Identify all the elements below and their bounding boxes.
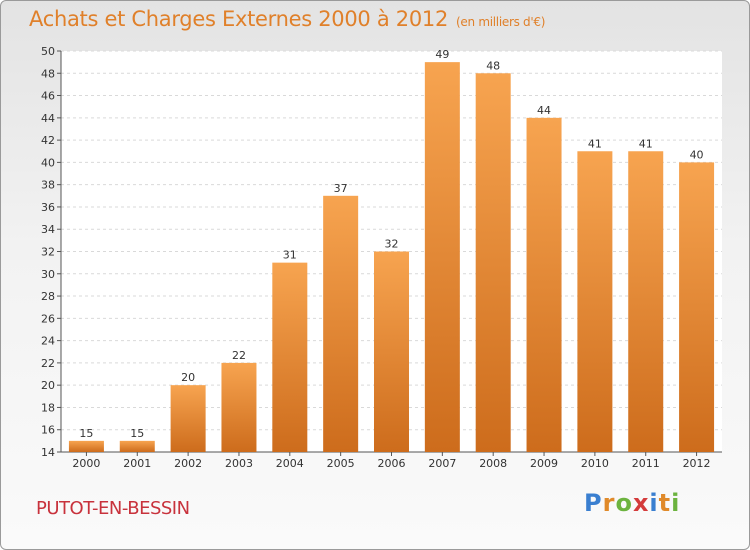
proxiti-logo: Proxiti (584, 489, 680, 517)
y-tick-label: 48 (41, 67, 55, 80)
y-tick-label: 32 (41, 246, 55, 259)
x-tick-label: 2011 (632, 457, 660, 470)
data-label: 15 (130, 427, 144, 440)
bar (68, 440, 104, 452)
bar (323, 195, 359, 453)
bar (221, 362, 257, 452)
y-tick-label: 46 (41, 90, 55, 103)
y-tick-label: 24 (41, 335, 55, 348)
bar (170, 385, 206, 452)
bar (119, 440, 155, 452)
chart-title-text: Achats et Charges Externes 2000 à 2012 (29, 7, 449, 31)
bar (526, 117, 562, 452)
y-tick-label: 44 (41, 112, 55, 125)
x-tick-label: 2006 (378, 457, 406, 470)
y-tick-label: 40 (41, 156, 55, 169)
x-tick-label: 2001 (123, 457, 151, 470)
data-label: 41 (588, 137, 602, 150)
data-label: 15 (79, 427, 93, 440)
data-label: 31 (283, 249, 297, 262)
logo-letter: x (632, 489, 650, 517)
x-tick-label: 2002 (174, 457, 202, 470)
bar (679, 162, 715, 452)
x-tick-label: 2012 (683, 457, 711, 470)
x-tick-label: 2008 (479, 457, 507, 470)
bar (577, 151, 613, 452)
y-tick-label: 18 (41, 401, 55, 414)
logo-letter: t (658, 489, 672, 517)
y-tick-label: 22 (41, 357, 55, 370)
x-tick-label: 2003 (225, 457, 253, 470)
data-label: 49 (435, 48, 449, 61)
data-label: 40 (690, 148, 704, 161)
x-tick-label: 2010 (581, 457, 609, 470)
logo-letter: o (615, 489, 633, 517)
x-tick-label: 2000 (72, 457, 100, 470)
y-tick-label: 28 (41, 290, 55, 303)
data-label: 48 (486, 59, 500, 72)
logo-letter: P (584, 489, 603, 517)
logo-letter: i (671, 489, 681, 517)
data-label: 32 (385, 238, 399, 251)
y-tick-label: 36 (41, 201, 55, 214)
x-tick-label: 2004 (276, 457, 304, 470)
data-label: 20 (181, 371, 195, 384)
y-tick-label: 38 (41, 179, 55, 192)
y-tick-label: 14 (41, 446, 55, 459)
chart-subtitle: (en milliers d'€) (456, 15, 546, 29)
y-tick-label: 50 (41, 45, 55, 58)
data-label: 41 (639, 137, 653, 150)
logo-letter: i (649, 489, 659, 517)
x-tick-label: 2007 (428, 457, 456, 470)
y-tick-label: 42 (41, 134, 55, 147)
y-tick-label: 30 (41, 268, 55, 281)
x-tick-label: 2009 (530, 457, 558, 470)
bar (475, 73, 511, 453)
chart-title: Achats et Charges Externes 2000 à 2012 (e… (29, 7, 545, 31)
y-tick-label: 16 (41, 424, 55, 437)
bar (424, 62, 460, 453)
bar (374, 251, 409, 452)
location-name: PUTOT-EN-BESSIN (36, 498, 190, 519)
data-label: 22 (232, 349, 246, 362)
bar (628, 151, 664, 452)
y-tick-label: 26 (41, 312, 55, 325)
data-label: 37 (334, 182, 348, 195)
bar (272, 262, 308, 452)
data-label: 44 (537, 104, 551, 117)
y-tick-label: 20 (41, 379, 55, 392)
y-tick-label: 34 (41, 223, 55, 236)
x-tick-label: 2005 (327, 457, 355, 470)
logo-letter: r (602, 489, 616, 517)
